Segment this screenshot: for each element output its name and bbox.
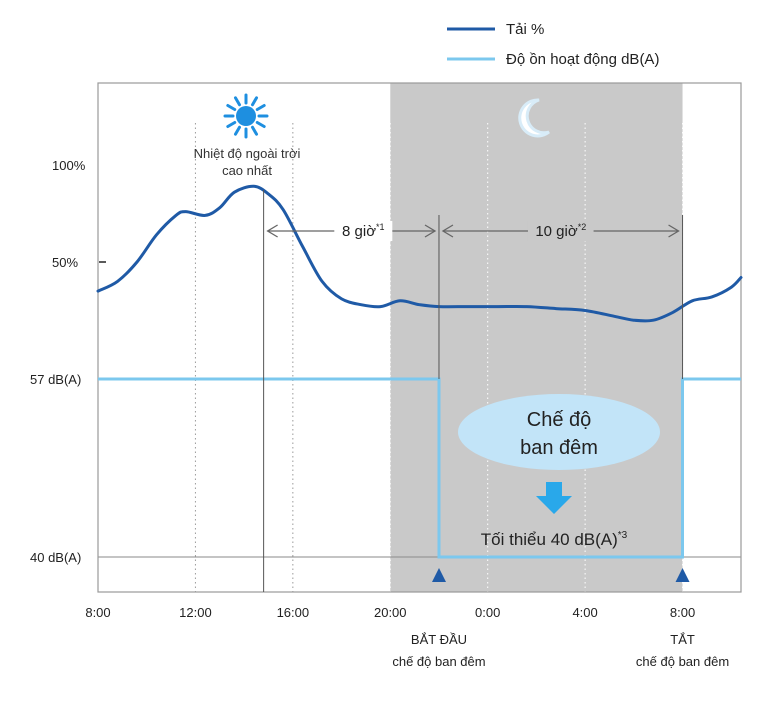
- series-line-load: [96, 184, 743, 323]
- y-tick-label-load: 50%: [52, 255, 78, 270]
- sun-ray: [255, 104, 266, 111]
- span-8h-label-bg: [334, 221, 393, 241]
- sun-ray: [226, 104, 237, 111]
- sun-ray: [251, 125, 258, 136]
- sun-ray: [234, 96, 241, 107]
- legend-label: Tải %: [506, 21, 544, 38]
- min-noise-label: Tối thiểu 40 dB(A)*3: [481, 530, 628, 549]
- sun-icon: [223, 93, 269, 139]
- night-mode-bubble: [458, 394, 660, 470]
- span-10h-arrow-head-left: [441, 224, 454, 238]
- span-10h-arrow-head-right: [668, 224, 680, 238]
- span-10h-label-bg: [527, 221, 594, 241]
- x-tick-label: 0:00: [475, 605, 500, 620]
- x-tick-label: 20:00: [374, 605, 407, 620]
- y-tick-label-noise: 40 dB(A): [30, 550, 81, 565]
- max-temp-label-2: cao nhất: [222, 163, 272, 178]
- start-label-1: BẮT ĐẦU: [411, 632, 467, 647]
- y-tick-label-noise: 57 dB(A): [30, 372, 81, 387]
- start-marker-triangle: [431, 568, 446, 582]
- span-8h-arrow-head-right: [424, 224, 437, 238]
- sun-core: [236, 106, 256, 126]
- x-tick-label: 4:00: [572, 605, 597, 620]
- off-label-1: TẮT: [670, 632, 695, 647]
- x-tick-label: 8:00: [85, 605, 110, 620]
- start-label-2: chế độ ban đêm: [392, 654, 485, 669]
- x-tick-label: 8:00: [670, 605, 695, 620]
- sun-ray: [251, 96, 258, 107]
- sun-ray: [255, 121, 266, 128]
- night-mode-label-2: ban đêm: [520, 437, 598, 459]
- y-tick-label-load: 100%: [52, 158, 86, 173]
- down-arrow-icon: [536, 482, 572, 514]
- plot-frame: [97, 82, 742, 593]
- max-temp-label-1: Nhiệt độ ngoài trời: [194, 146, 301, 161]
- sun-ray: [226, 121, 237, 128]
- moon-icon: [518, 98, 550, 138]
- span-10h-label: 10 giờ*2: [535, 222, 586, 240]
- span-8h-label: 8 giờ*1: [342, 222, 385, 240]
- night-period-band: [390, 83, 683, 592]
- x-tick-label: 12:00: [179, 605, 212, 620]
- off-label-2: chế độ ban đêm: [636, 654, 729, 669]
- legend-label: Độ ồn hoạt động dB(A): [506, 51, 659, 68]
- off-marker-triangle: [675, 568, 690, 582]
- sun-ray: [234, 125, 241, 136]
- series-line-noise: [98, 377, 741, 559]
- night-mode-label-1: Chế độ: [527, 409, 592, 431]
- x-tick-label: 16:00: [277, 605, 310, 620]
- span-8h-arrow-head-left: [266, 224, 278, 238]
